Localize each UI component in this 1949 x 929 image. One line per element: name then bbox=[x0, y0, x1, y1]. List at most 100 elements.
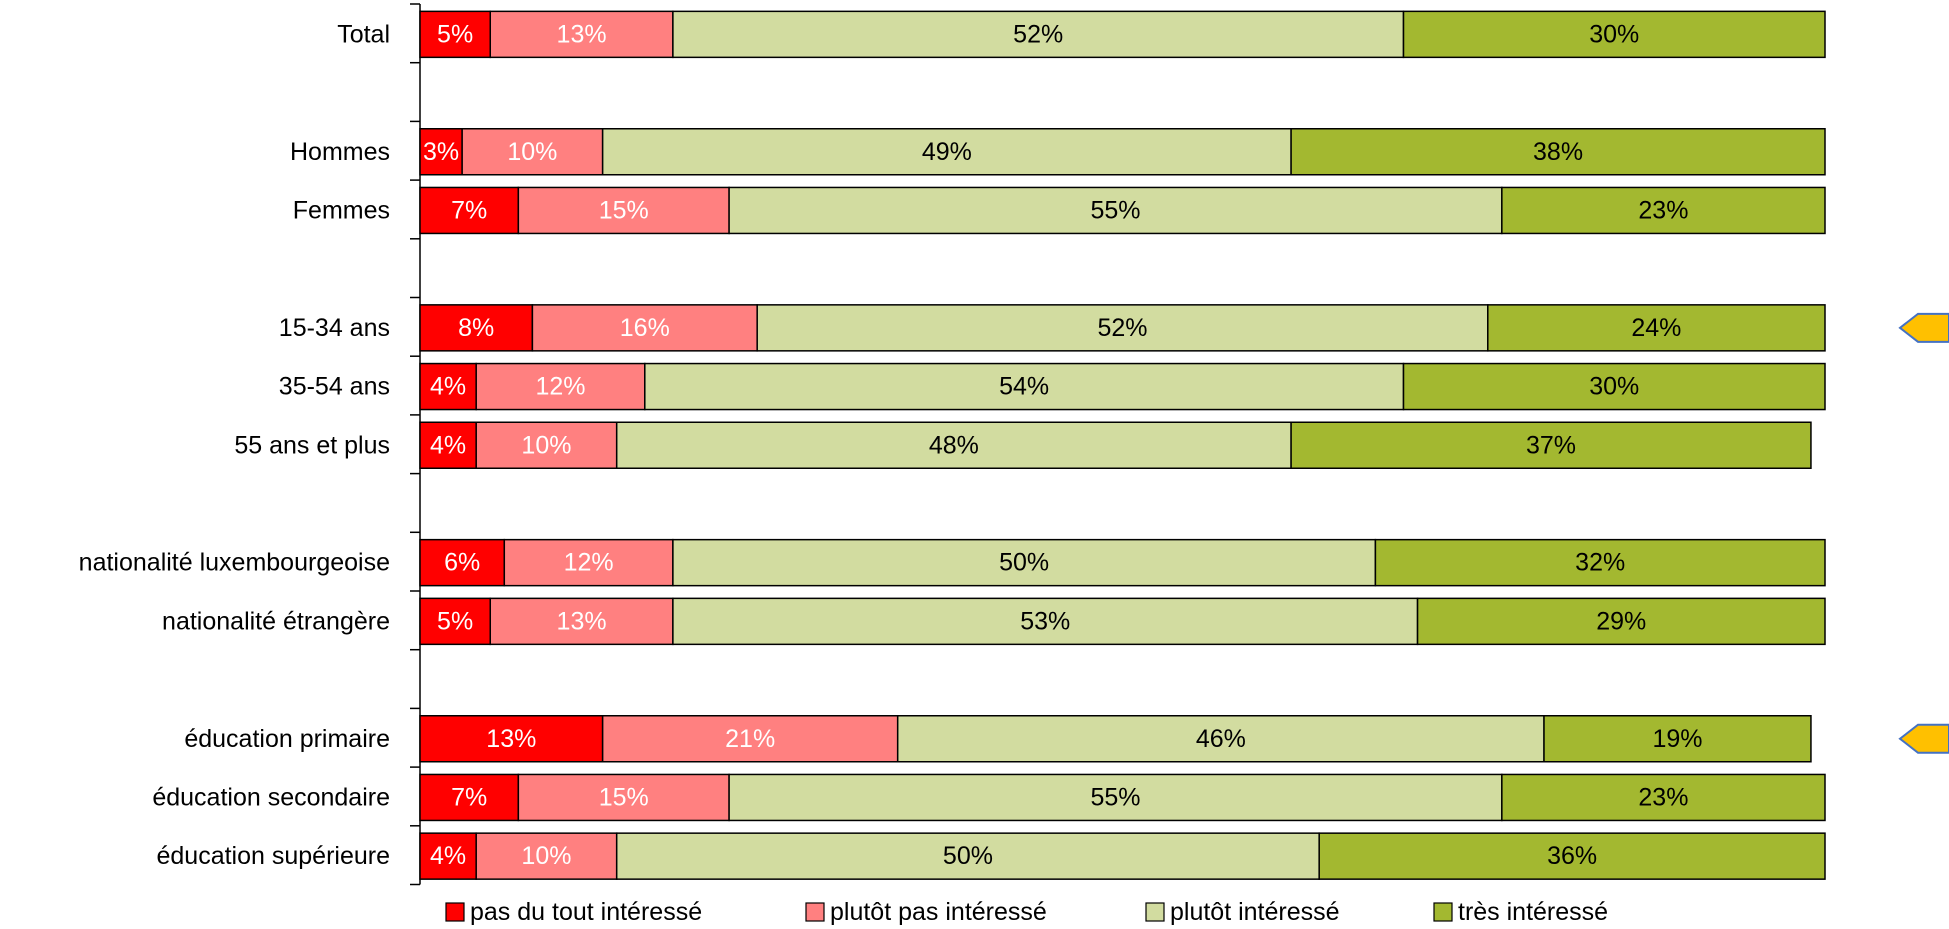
bar-segment bbox=[517, 186, 730, 235]
data-label: 10% bbox=[521, 431, 571, 459]
data-label: 48% bbox=[929, 431, 979, 459]
bar-segment bbox=[419, 773, 520, 822]
data-label: 49% bbox=[922, 138, 972, 166]
data-label: 29% bbox=[1596, 607, 1646, 635]
data-label: 54% bbox=[999, 373, 1049, 401]
bar-segment bbox=[1318, 832, 1826, 880]
data-label: 13% bbox=[486, 725, 536, 753]
bar-segment bbox=[1416, 597, 1826, 646]
data-labels: 5% 13% 52% 30% 3% 10% 49% 38% 7% 15% 55% 23% 8% 16% 52… bbox=[423, 20, 1702, 870]
bars bbox=[419, 10, 1826, 880]
bar-segment bbox=[672, 10, 1405, 59]
bar-segment bbox=[1402, 362, 1826, 411]
highlight-arrow-marker bbox=[1898, 312, 1949, 343]
data-label: 32% bbox=[1575, 549, 1625, 577]
data-label: 15% bbox=[599, 196, 649, 224]
bar-segment bbox=[419, 832, 477, 880]
data-label: 55% bbox=[1090, 783, 1140, 811]
legend-entry: très intéressé bbox=[1458, 898, 1608, 926]
bar-segment bbox=[503, 538, 674, 587]
legend-swatch bbox=[445, 902, 465, 922]
data-label: 3% bbox=[423, 138, 459, 166]
bar-segment bbox=[1290, 128, 1826, 176]
category-label: éducation supérieure bbox=[157, 842, 391, 870]
bar-segment bbox=[1290, 421, 1812, 469]
legend-swatch bbox=[1433, 902, 1453, 922]
bar-segment bbox=[1501, 773, 1826, 822]
legend-swatch bbox=[1145, 902, 1165, 922]
legend-swatch bbox=[805, 902, 825, 922]
category-axis bbox=[410, 3, 421, 886]
bar-segment bbox=[419, 186, 520, 235]
data-label: 38% bbox=[1533, 138, 1583, 166]
bar-segment bbox=[1402, 10, 1826, 59]
data-label: 6% bbox=[444, 549, 480, 577]
category-label: 15-34 ans bbox=[279, 314, 390, 342]
legend-entry: plutôt pas intéressé bbox=[830, 898, 1047, 926]
bar-segment bbox=[419, 715, 604, 763]
data-label: 8% bbox=[458, 314, 494, 342]
data-label: 10% bbox=[521, 842, 571, 870]
data-label: 13% bbox=[557, 607, 607, 635]
data-label: 46% bbox=[1196, 725, 1246, 753]
bar-segment bbox=[644, 362, 1405, 411]
data-label: 30% bbox=[1589, 373, 1639, 401]
bar-segment bbox=[672, 597, 1419, 646]
bar-segment bbox=[615, 421, 1292, 469]
data-label: 37% bbox=[1526, 431, 1576, 459]
data-label: 21% bbox=[725, 725, 775, 753]
data-label: 55% bbox=[1090, 196, 1140, 224]
bar-segment bbox=[475, 362, 646, 411]
bar-segment bbox=[601, 715, 899, 763]
data-label: 5% bbox=[437, 607, 473, 635]
data-label: 10% bbox=[507, 138, 557, 166]
bar-segment bbox=[1543, 715, 1812, 763]
data-label: 50% bbox=[999, 549, 1049, 577]
bar-segment bbox=[1487, 304, 1826, 352]
data-label: 23% bbox=[1638, 196, 1688, 224]
bar-segment bbox=[728, 186, 1503, 235]
category-label: Hommes bbox=[290, 138, 390, 166]
bar-segment bbox=[419, 421, 477, 469]
bar-segment bbox=[756, 304, 1489, 352]
data-label: 4% bbox=[430, 373, 466, 401]
data-label: 5% bbox=[437, 20, 473, 48]
data-label: 7% bbox=[451, 783, 487, 811]
highlight-markers bbox=[1898, 312, 1949, 754]
data-label: 30% bbox=[1589, 20, 1639, 48]
data-label: 7% bbox=[451, 196, 487, 224]
data-label: 23% bbox=[1638, 783, 1688, 811]
data-label: 24% bbox=[1631, 314, 1681, 342]
data-label: 16% bbox=[620, 314, 670, 342]
bar-segment bbox=[1501, 186, 1826, 235]
category-label: 35-54 ans bbox=[279, 373, 390, 401]
category-label: 55 ans et plus bbox=[234, 431, 390, 459]
data-label: 12% bbox=[564, 549, 614, 577]
category-label: Total bbox=[337, 20, 390, 48]
bar-segment bbox=[461, 128, 604, 176]
data-label: 12% bbox=[535, 373, 585, 401]
data-label: 13% bbox=[557, 20, 607, 48]
data-label: 4% bbox=[430, 431, 466, 459]
legend: pas du tout intéressé plutôt pas intéress… bbox=[445, 898, 1608, 926]
data-label: 15% bbox=[599, 783, 649, 811]
category-label: éducation secondaire bbox=[152, 783, 390, 811]
highlight-arrow-marker bbox=[1898, 723, 1949, 754]
bar-segment bbox=[475, 832, 618, 880]
category-labels: Total Hommes Femmes 15-34 ans 35-54 ans 55 an… bbox=[79, 20, 390, 870]
bar-segment bbox=[728, 773, 1503, 822]
bar-segment bbox=[419, 10, 491, 59]
data-label: 52% bbox=[1097, 314, 1147, 342]
category-label: Femmes bbox=[293, 196, 390, 224]
bar-segment bbox=[419, 538, 506, 587]
data-label: 53% bbox=[1020, 607, 1070, 635]
bar-segment bbox=[601, 128, 1292, 176]
category-label: éducation primaire bbox=[184, 725, 390, 753]
data-label: 50% bbox=[943, 842, 993, 870]
bar-segment bbox=[517, 773, 730, 822]
data-label: 4% bbox=[430, 842, 466, 870]
bar-segment bbox=[896, 715, 1545, 763]
bar-segment bbox=[475, 421, 618, 469]
data-label: 52% bbox=[1013, 20, 1063, 48]
